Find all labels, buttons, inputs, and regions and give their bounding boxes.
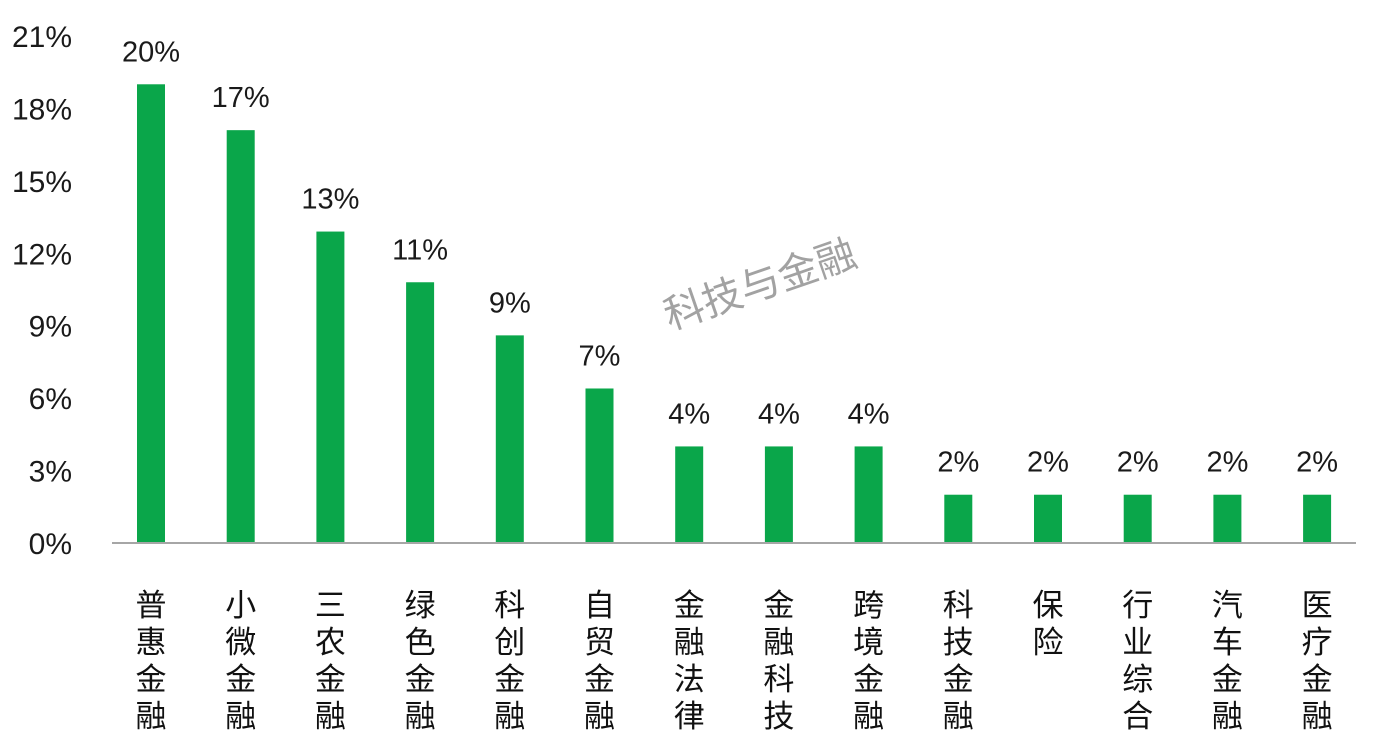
category-label: 三农金融 xyxy=(315,588,346,735)
data-label: 17% xyxy=(212,82,270,114)
bar-8 xyxy=(764,446,793,543)
data-label: 20% xyxy=(122,36,180,68)
bar-14 xyxy=(1303,494,1332,543)
data-label: 9% xyxy=(489,287,531,319)
data-label: 4% xyxy=(758,398,800,430)
y-tick-label: 21% xyxy=(12,21,72,54)
data-label: 2% xyxy=(937,447,979,479)
data-label: 11% xyxy=(392,234,448,266)
bar-7 xyxy=(675,446,704,543)
category-label: 自贸金融 xyxy=(584,588,615,735)
category-labels: 普惠金融 小微金融 三农金融 绿色金融 科创金融 自贸金融 金融法律 金融科技 跨境金融 科技金融… xyxy=(136,588,1333,735)
category-label: 绿色金融 xyxy=(405,588,436,735)
data-label: 13% xyxy=(301,184,359,216)
bars xyxy=(137,84,1332,544)
category-label: 科创金融 xyxy=(494,588,525,735)
y-tick-label: 15% xyxy=(12,166,72,199)
bar-9 xyxy=(854,446,883,543)
category-label: 小微金融 xyxy=(225,588,256,735)
category-label: 跨境金融 xyxy=(853,588,884,735)
bar-12 xyxy=(1123,494,1152,543)
category-label: 金融科技 xyxy=(763,588,794,735)
category-label: 汽车金融 xyxy=(1212,588,1243,735)
bar-13 xyxy=(1213,494,1242,543)
y-tick-label: 18% xyxy=(12,93,72,126)
y-axis-ticks: 0% 3% 6% 9% 12% 15% 18% 21% xyxy=(12,21,72,561)
y-tick-label: 9% xyxy=(29,311,72,344)
category-label: 行业综合 xyxy=(1122,588,1153,735)
category-label: 保险 xyxy=(1033,588,1064,661)
category-label: 医疗金融 xyxy=(1302,588,1333,735)
bar-3 xyxy=(316,231,345,544)
data-labels: 20% 17% 13% 11% 9% 7% 4% 4% 4% 2% 2% 2% 2% 2% xyxy=(122,36,1338,478)
y-tick-label: 12% xyxy=(12,238,72,271)
y-tick-label: 6% xyxy=(29,383,72,416)
bar-5 xyxy=(495,335,524,543)
bar-10 xyxy=(944,494,973,543)
watermark: 科技与金融 xyxy=(658,231,862,340)
data-label: 2% xyxy=(1206,447,1248,479)
bar-4 xyxy=(406,282,435,543)
data-label: 2% xyxy=(1027,447,1069,479)
data-label: 2% xyxy=(1117,447,1159,479)
category-label: 科技金融 xyxy=(943,588,974,735)
data-label: 4% xyxy=(848,398,890,430)
data-label: 4% xyxy=(668,398,710,430)
data-label: 2% xyxy=(1296,447,1338,479)
data-label: 7% xyxy=(579,340,621,372)
bar-11 xyxy=(1034,494,1062,543)
category-label: 金融法律 xyxy=(674,588,705,735)
bar-6 xyxy=(585,388,614,543)
bar-2 xyxy=(226,130,255,543)
category-label: 普惠金融 xyxy=(136,588,167,735)
bar-1 xyxy=(137,84,165,544)
y-tick-label: 0% xyxy=(29,528,72,561)
y-tick-label: 3% xyxy=(29,456,72,489)
